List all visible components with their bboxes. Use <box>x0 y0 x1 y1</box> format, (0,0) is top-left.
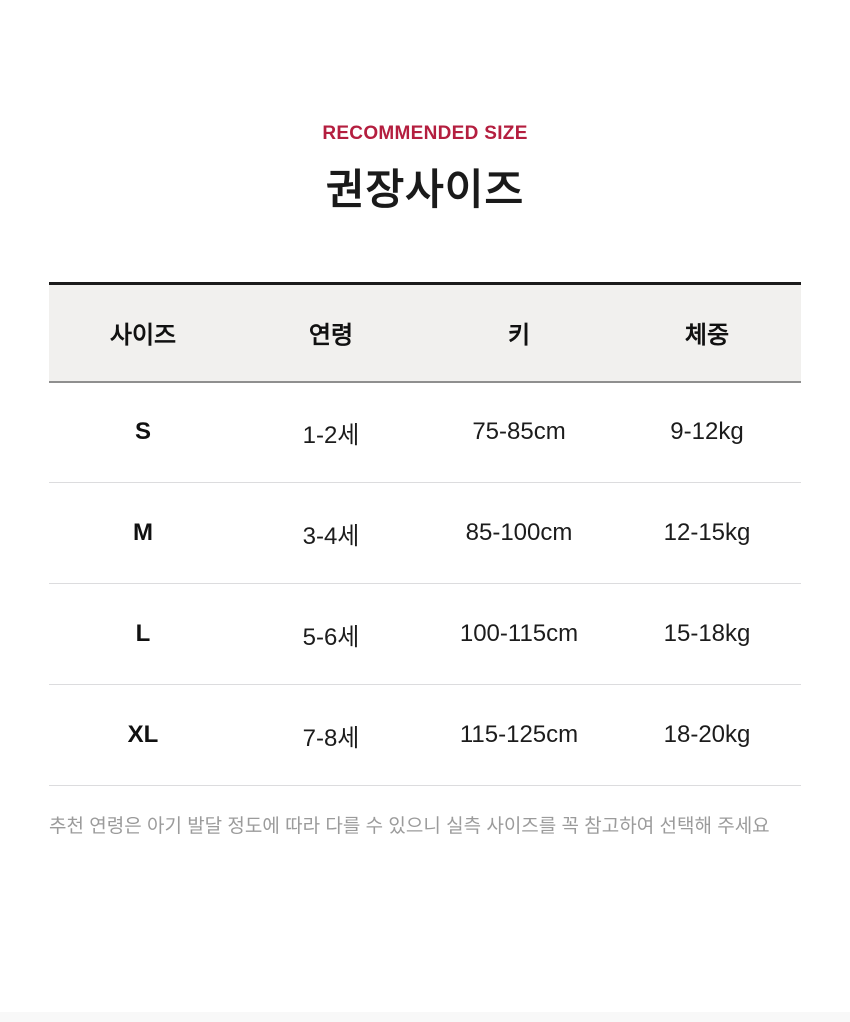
cell-height: 115-125cm <box>425 684 613 786</box>
cell-weight: 12-15kg <box>613 482 801 584</box>
cell-size: XL <box>49 684 237 786</box>
size-table: 사이즈 연령 키 체중 S 1-2세 75-85cm 9-12kg M 3-4세 85-10… <box>49 282 801 786</box>
size-guide-page: RECOMMENDED SIZE 권장사이즈 사이즈 연령 키 체중 S 1-2세… <box>49 123 801 837</box>
header-age: 연령 <box>308 322 354 350</box>
cell-age: 1-2세 <box>237 381 425 483</box>
size-guide-note: 추천 연령은 아기 발달 정도에 따라 다를 수 있으니 실측 사이즈를 꼭 참… <box>49 816 770 837</box>
eyebrow-heading: RECOMMENDED SIZE <box>322 123 528 144</box>
page-title: 권장사이즈 <box>325 166 525 213</box>
table-row: L 5-6세 100-115cm 15-18kg <box>49 583 801 685</box>
cell-size: L <box>49 583 237 685</box>
cell-height: 85-100cm <box>425 482 613 584</box>
header-row: 사이즈 연령 키 체중 <box>49 283 801 382</box>
header-size: 사이즈 <box>109 322 177 350</box>
cell-size: M <box>49 482 237 584</box>
cell-weight: 15-18kg <box>613 583 801 685</box>
cell-height: 75-85cm <box>425 381 613 483</box>
table-row: S 1-2세 75-85cm 9-12kg <box>49 381 801 483</box>
table-row: XL 7-8세 115-125cm 18-20kg <box>49 684 801 786</box>
table-row: M 3-4세 85-100cm 12-15kg <box>49 482 801 584</box>
cell-age: 3-4세 <box>237 482 425 584</box>
cell-weight: 18-20kg <box>613 684 801 786</box>
size-table-head: 사이즈 연령 키 체중 <box>49 283 801 382</box>
cell-age: 7-8세 <box>237 684 425 786</box>
cell-weight: 9-12kg <box>613 381 801 483</box>
header-height: 키 <box>507 322 531 350</box>
cell-age: 5-6세 <box>237 583 425 685</box>
bottom-strip <box>0 1012 850 1022</box>
header-weight: 체중 <box>684 322 730 350</box>
size-table-body: S 1-2세 75-85cm 9-12kg M 3-4세 85-100cm 12-15kg L 5… <box>49 381 801 786</box>
cell-height: 100-115cm <box>425 583 613 685</box>
cell-size: S <box>49 381 237 483</box>
